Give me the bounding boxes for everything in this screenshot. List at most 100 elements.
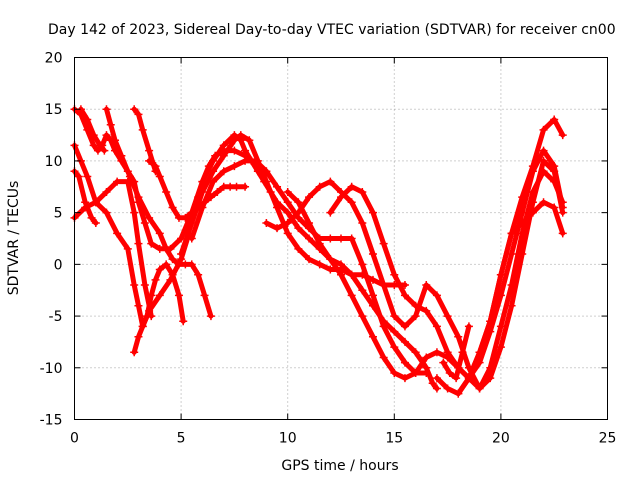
x-tick-label: 25: [599, 431, 617, 447]
data-point: [140, 218, 149, 227]
data-point: [74, 172, 83, 181]
data-point: [337, 193, 345, 202]
data-point: [337, 270, 345, 279]
y-tick-label: 5: [54, 206, 63, 222]
data-point: [145, 156, 154, 165]
data-point: [181, 213, 190, 222]
data-point: [117, 151, 126, 160]
data-point: [294, 224, 303, 233]
data-point: [458, 348, 467, 357]
data-point: [390, 270, 399, 279]
data-point: [326, 208, 335, 217]
data-point: [111, 136, 120, 145]
data-point: [198, 187, 207, 196]
data-point: [83, 172, 92, 181]
data-point: [347, 234, 356, 243]
data-point: [134, 239, 143, 248]
series-track-17: [439, 322, 473, 383]
data-point: [432, 291, 441, 300]
data-point: [106, 120, 115, 129]
data-point: [174, 291, 183, 300]
data-point: [236, 131, 245, 140]
data-point: [166, 275, 175, 284]
data-point: [432, 374, 441, 383]
data-point: [102, 131, 111, 140]
data-point: [496, 270, 505, 279]
data-point: [96, 141, 105, 150]
series-track-6: [102, 105, 215, 321]
data-point: [518, 250, 527, 259]
data-point: [507, 250, 516, 259]
data-point: [428, 379, 437, 388]
data-point: [368, 250, 377, 259]
data-point: [219, 167, 228, 176]
data-point: [283, 187, 292, 196]
data-point: [294, 198, 303, 207]
data-point: [558, 229, 567, 238]
data-point: [528, 208, 537, 217]
data-point: [422, 368, 431, 377]
data-point: [134, 332, 143, 341]
data-point: [368, 291, 377, 300]
data-point: [187, 218, 196, 227]
data-point: [134, 301, 143, 310]
y-tick-label: -10: [40, 361, 63, 377]
data-point: [130, 105, 139, 114]
data-point: [315, 182, 324, 191]
data-point: [358, 260, 367, 269]
data-point: [168, 255, 177, 264]
data-point: [539, 146, 548, 155]
series-track-16: [454, 115, 567, 398]
data-point: [91, 198, 100, 207]
data-point: [125, 172, 134, 181]
data-point: [283, 218, 292, 227]
data-point: [368, 332, 377, 341]
data-point: [83, 115, 92, 124]
data-point: [445, 368, 454, 377]
data-point: [315, 260, 324, 269]
data-point: [198, 203, 207, 212]
data-point: [368, 208, 377, 217]
data-point: [400, 322, 409, 331]
data-point: [539, 198, 548, 207]
data-point: [358, 218, 367, 227]
data-point: [475, 384, 484, 393]
data-point: [162, 187, 171, 196]
data-point: [151, 275, 160, 284]
series-track-7: [130, 146, 256, 357]
data-point: [138, 322, 147, 331]
data-point: [528, 198, 537, 207]
data-point: [187, 234, 196, 243]
x-axis-label: GPS time / hours: [281, 458, 398, 474]
y-tick-label: -15: [40, 413, 63, 429]
x-tick-label: 20: [492, 431, 510, 447]
x-tick-label: 0: [70, 431, 79, 447]
data-point: [337, 234, 345, 243]
data-point: [443, 348, 452, 357]
data-point: [486, 374, 495, 383]
data-point: [155, 291, 164, 300]
data-point: [507, 301, 516, 310]
x-tick-label: 5: [177, 431, 186, 447]
data-point: [273, 182, 282, 191]
data-point: [305, 193, 314, 202]
data-point: [155, 172, 164, 181]
data-point: [464, 374, 473, 383]
x-tick-label: 10: [279, 431, 297, 447]
data-point: [347, 198, 356, 207]
data-point: [379, 353, 388, 362]
data-point: [518, 218, 527, 227]
data-point: [273, 224, 282, 233]
data-point: [326, 177, 335, 186]
data-point: [230, 136, 239, 145]
data-point: [454, 332, 463, 341]
data-point: [558, 203, 567, 212]
data-point: [245, 136, 254, 145]
data-point: [102, 105, 111, 114]
data-point: [411, 301, 420, 310]
data-point: [145, 146, 154, 155]
data-point: [347, 182, 356, 191]
data-point: [211, 151, 220, 160]
data-point: [134, 193, 143, 202]
